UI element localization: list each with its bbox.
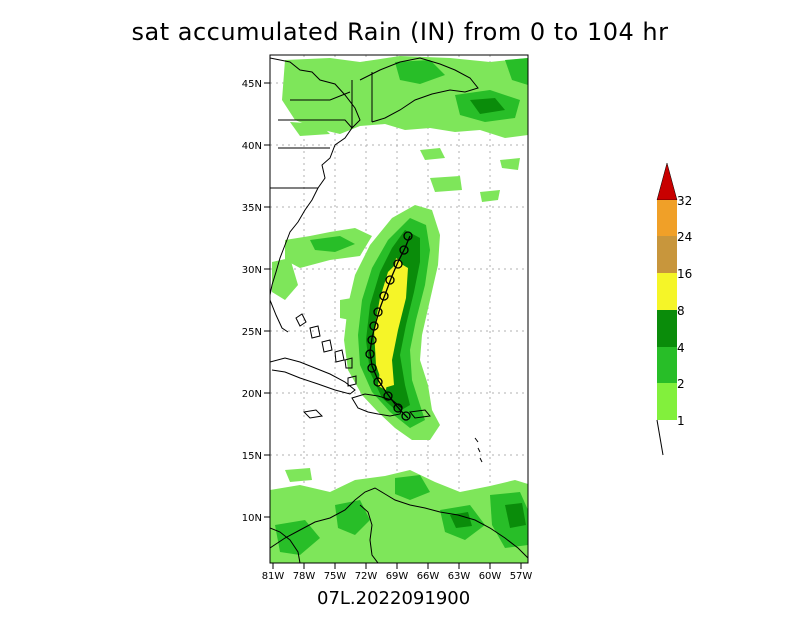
colorbar-bin-2-4 <box>657 347 677 383</box>
lat-label: 20N <box>242 389 262 400</box>
lon-label: 81W <box>262 571 285 582</box>
lat-label: 40N <box>242 141 262 152</box>
latitude-axis: 45N 40N 35N 30N 25N 20N 15N 10N <box>242 79 270 524</box>
lon-label: 66W <box>417 571 440 582</box>
lat-label: 10N <box>242 513 262 524</box>
lon-label: 69W <box>386 571 409 582</box>
colorbar-label: 8 <box>677 304 685 318</box>
colorbar-under-tail <box>656 419 664 456</box>
colorbar-over-triangle <box>656 162 678 201</box>
lon-label: 57W <box>510 571 533 582</box>
storm-id-text: 07L.2022091900 <box>317 588 471 609</box>
lon-label: 60W <box>479 571 502 582</box>
colorbar-label: 1 <box>677 414 685 428</box>
colorbar-label: 2 <box>677 377 685 391</box>
storm-track <box>365 231 413 421</box>
lon-label: 78W <box>293 571 316 582</box>
colorbar-bin-1-2 <box>657 383 677 420</box>
colorbar-label: 4 <box>677 341 685 355</box>
colorbar-label: 16 <box>677 267 692 281</box>
coastlines <box>270 57 528 563</box>
colorbar-label: 24 <box>677 230 692 244</box>
southern-rain-band <box>270 468 528 563</box>
longitude-axis: 81W 78W 75W 72W 69W 66W 63W 60W 57W <box>262 563 533 582</box>
lat-label: 30N <box>242 265 262 276</box>
map-frame <box>269 54 529 564</box>
lon-label: 75W <box>324 571 347 582</box>
western-rain-patches <box>272 228 372 320</box>
lat-label: 15N <box>242 451 262 462</box>
lat-label: 25N <box>242 327 262 338</box>
colorbar-bin-8-16 <box>657 273 677 310</box>
lon-label: 72W <box>355 571 378 582</box>
lon-label: 63W <box>448 571 471 582</box>
colorbar-bin-24-32 <box>657 200 677 236</box>
lat-label: 45N <box>242 79 262 90</box>
colorbar-bin-4-8 <box>657 310 677 347</box>
colorbar: 32 24 16 8 4 2 1 <box>656 162 692 456</box>
colorbar-bin-16-24 <box>657 236 677 273</box>
colorbar-label: 32 <box>677 194 692 208</box>
lat-label: 35N <box>242 203 262 214</box>
map-title: sat accumulated Rain (IN) from 0 to 104 … <box>131 18 669 46</box>
